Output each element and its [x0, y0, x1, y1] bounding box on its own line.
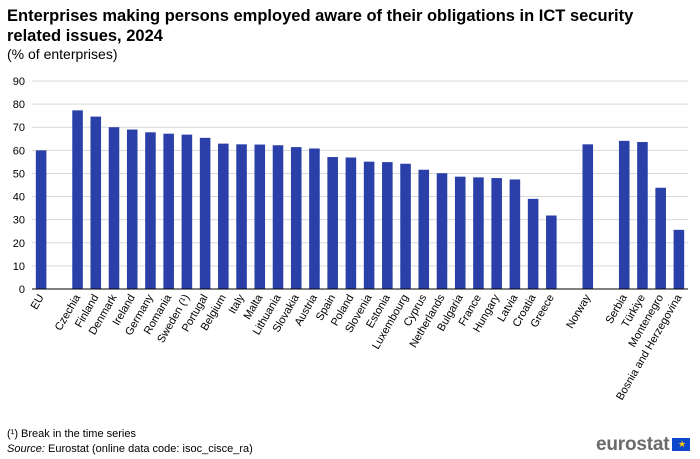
bar: [582, 144, 594, 289]
y-tick-label: 80: [13, 99, 25, 111]
bar: [363, 161, 375, 289]
x-tick-label: EU: [29, 292, 47, 311]
chart-title: Enterprises making persons employed awar…: [7, 7, 634, 45]
y-tick-label: 30: [13, 215, 25, 227]
source-label: Source:: [7, 443, 45, 455]
bar: [655, 187, 666, 289]
bar: [126, 129, 138, 289]
logo-text: eurostat: [596, 434, 670, 455]
bar: [473, 177, 484, 289]
bars: [35, 110, 685, 290]
bar: [35, 150, 47, 289]
y-tick-label: 10: [13, 261, 25, 273]
bar: [181, 134, 193, 289]
chart-subtitle: (% of enterprises): [7, 46, 118, 62]
bar: [272, 145, 284, 289]
bar: [509, 179, 521, 289]
bar: [400, 163, 411, 289]
y-axis: 0 10 20 30 40 50 60 70 80 90: [13, 76, 25, 296]
y-tick-label: 0: [19, 284, 25, 296]
source-text: Eurostat (online data code: isoc_cisce_r…: [47, 443, 253, 455]
y-tick-label: 20: [13, 238, 25, 250]
bar: [72, 110, 83, 290]
y-tick-label: 90: [13, 76, 25, 88]
x-tick-label: Norway: [564, 292, 593, 331]
bar: [254, 144, 266, 289]
bar: [673, 229, 685, 289]
y-tick-label: 40: [13, 192, 25, 204]
bar: [546, 215, 557, 289]
eu-flag-icon: ★: [672, 438, 690, 451]
bar: [90, 116, 102, 289]
bar: [290, 147, 302, 289]
y-tick-label: 50: [13, 168, 25, 180]
bar: [418, 169, 430, 289]
y-tick-label: 60: [13, 145, 25, 157]
bar: [454, 176, 466, 289]
bar: [345, 157, 357, 289]
bar: [436, 173, 448, 289]
bar: [218, 143, 229, 289]
bar-chart: 0 10 20 30 40 50 60 70 80 90 EU CzechiaFinlandDenm…: [13, 76, 688, 402]
footnote: (¹) Break in the time series: [7, 428, 136, 440]
bar: [145, 132, 156, 289]
bar: [236, 144, 247, 289]
bar: [527, 198, 539, 289]
bar: [309, 148, 320, 289]
bar: [618, 140, 630, 289]
x-axis: EU CzechiaFinlandDenmarkIrelandGermanyRom…: [29, 288, 688, 402]
bar: [108, 127, 120, 289]
grid-lines: [32, 80, 688, 267]
bar: [382, 162, 393, 289]
bar: [637, 142, 648, 289]
bar: [163, 133, 174, 289]
y-tick-label: 70: [13, 122, 25, 134]
bar: [199, 137, 211, 289]
source-note: Source: Eurostat (online data code: isoc…: [7, 443, 253, 455]
bar: [491, 178, 502, 289]
bar: [327, 157, 338, 289]
